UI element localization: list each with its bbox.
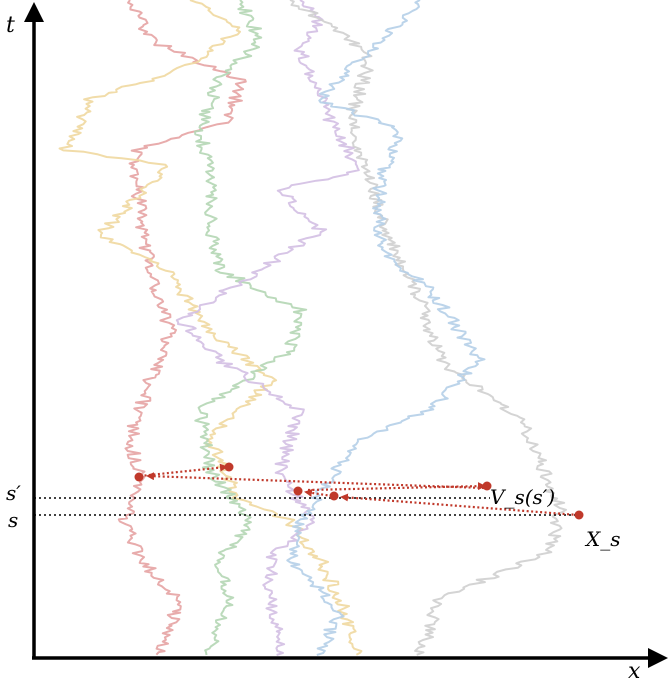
- xs-annotation: X_s: [584, 527, 621, 551]
- point-vs: [482, 481, 492, 491]
- point-b: [293, 486, 303, 496]
- arrow-to-mid-left: [139, 463, 228, 478]
- random-walk-green: [194, 0, 308, 656]
- random-walk-blue: [286, 0, 486, 656]
- velocity-arrows: [139, 463, 579, 517]
- s-label: s: [8, 508, 18, 532]
- random-walk-paths: [58, 0, 567, 656]
- arrow-endpoints: [134, 462, 584, 520]
- point-d: [224, 462, 234, 472]
- t-axis-label: t: [6, 13, 15, 38]
- random-walk-purple: [175, 0, 360, 656]
- axes: [24, 2, 668, 668]
- vs-annotation: V_s(s′): [490, 485, 555, 509]
- random-walk-yellow: [58, 0, 363, 656]
- arrow-left-return: [146, 472, 485, 490]
- x-axis-arrowhead: [648, 648, 668, 668]
- random-walk-gray: [289, 0, 567, 656]
- arrow-to-vs: [307, 482, 486, 492]
- point-a: [329, 491, 339, 501]
- point-c: [134, 472, 144, 482]
- s-prime-label: s′: [6, 481, 21, 505]
- x-axis-label: x: [628, 659, 641, 682]
- random-walk-red: [117, 0, 247, 656]
- t-axis-arrowhead: [24, 2, 44, 22]
- arrow-xs-to-left: [340, 493, 579, 517]
- point-xs: [574, 510, 584, 520]
